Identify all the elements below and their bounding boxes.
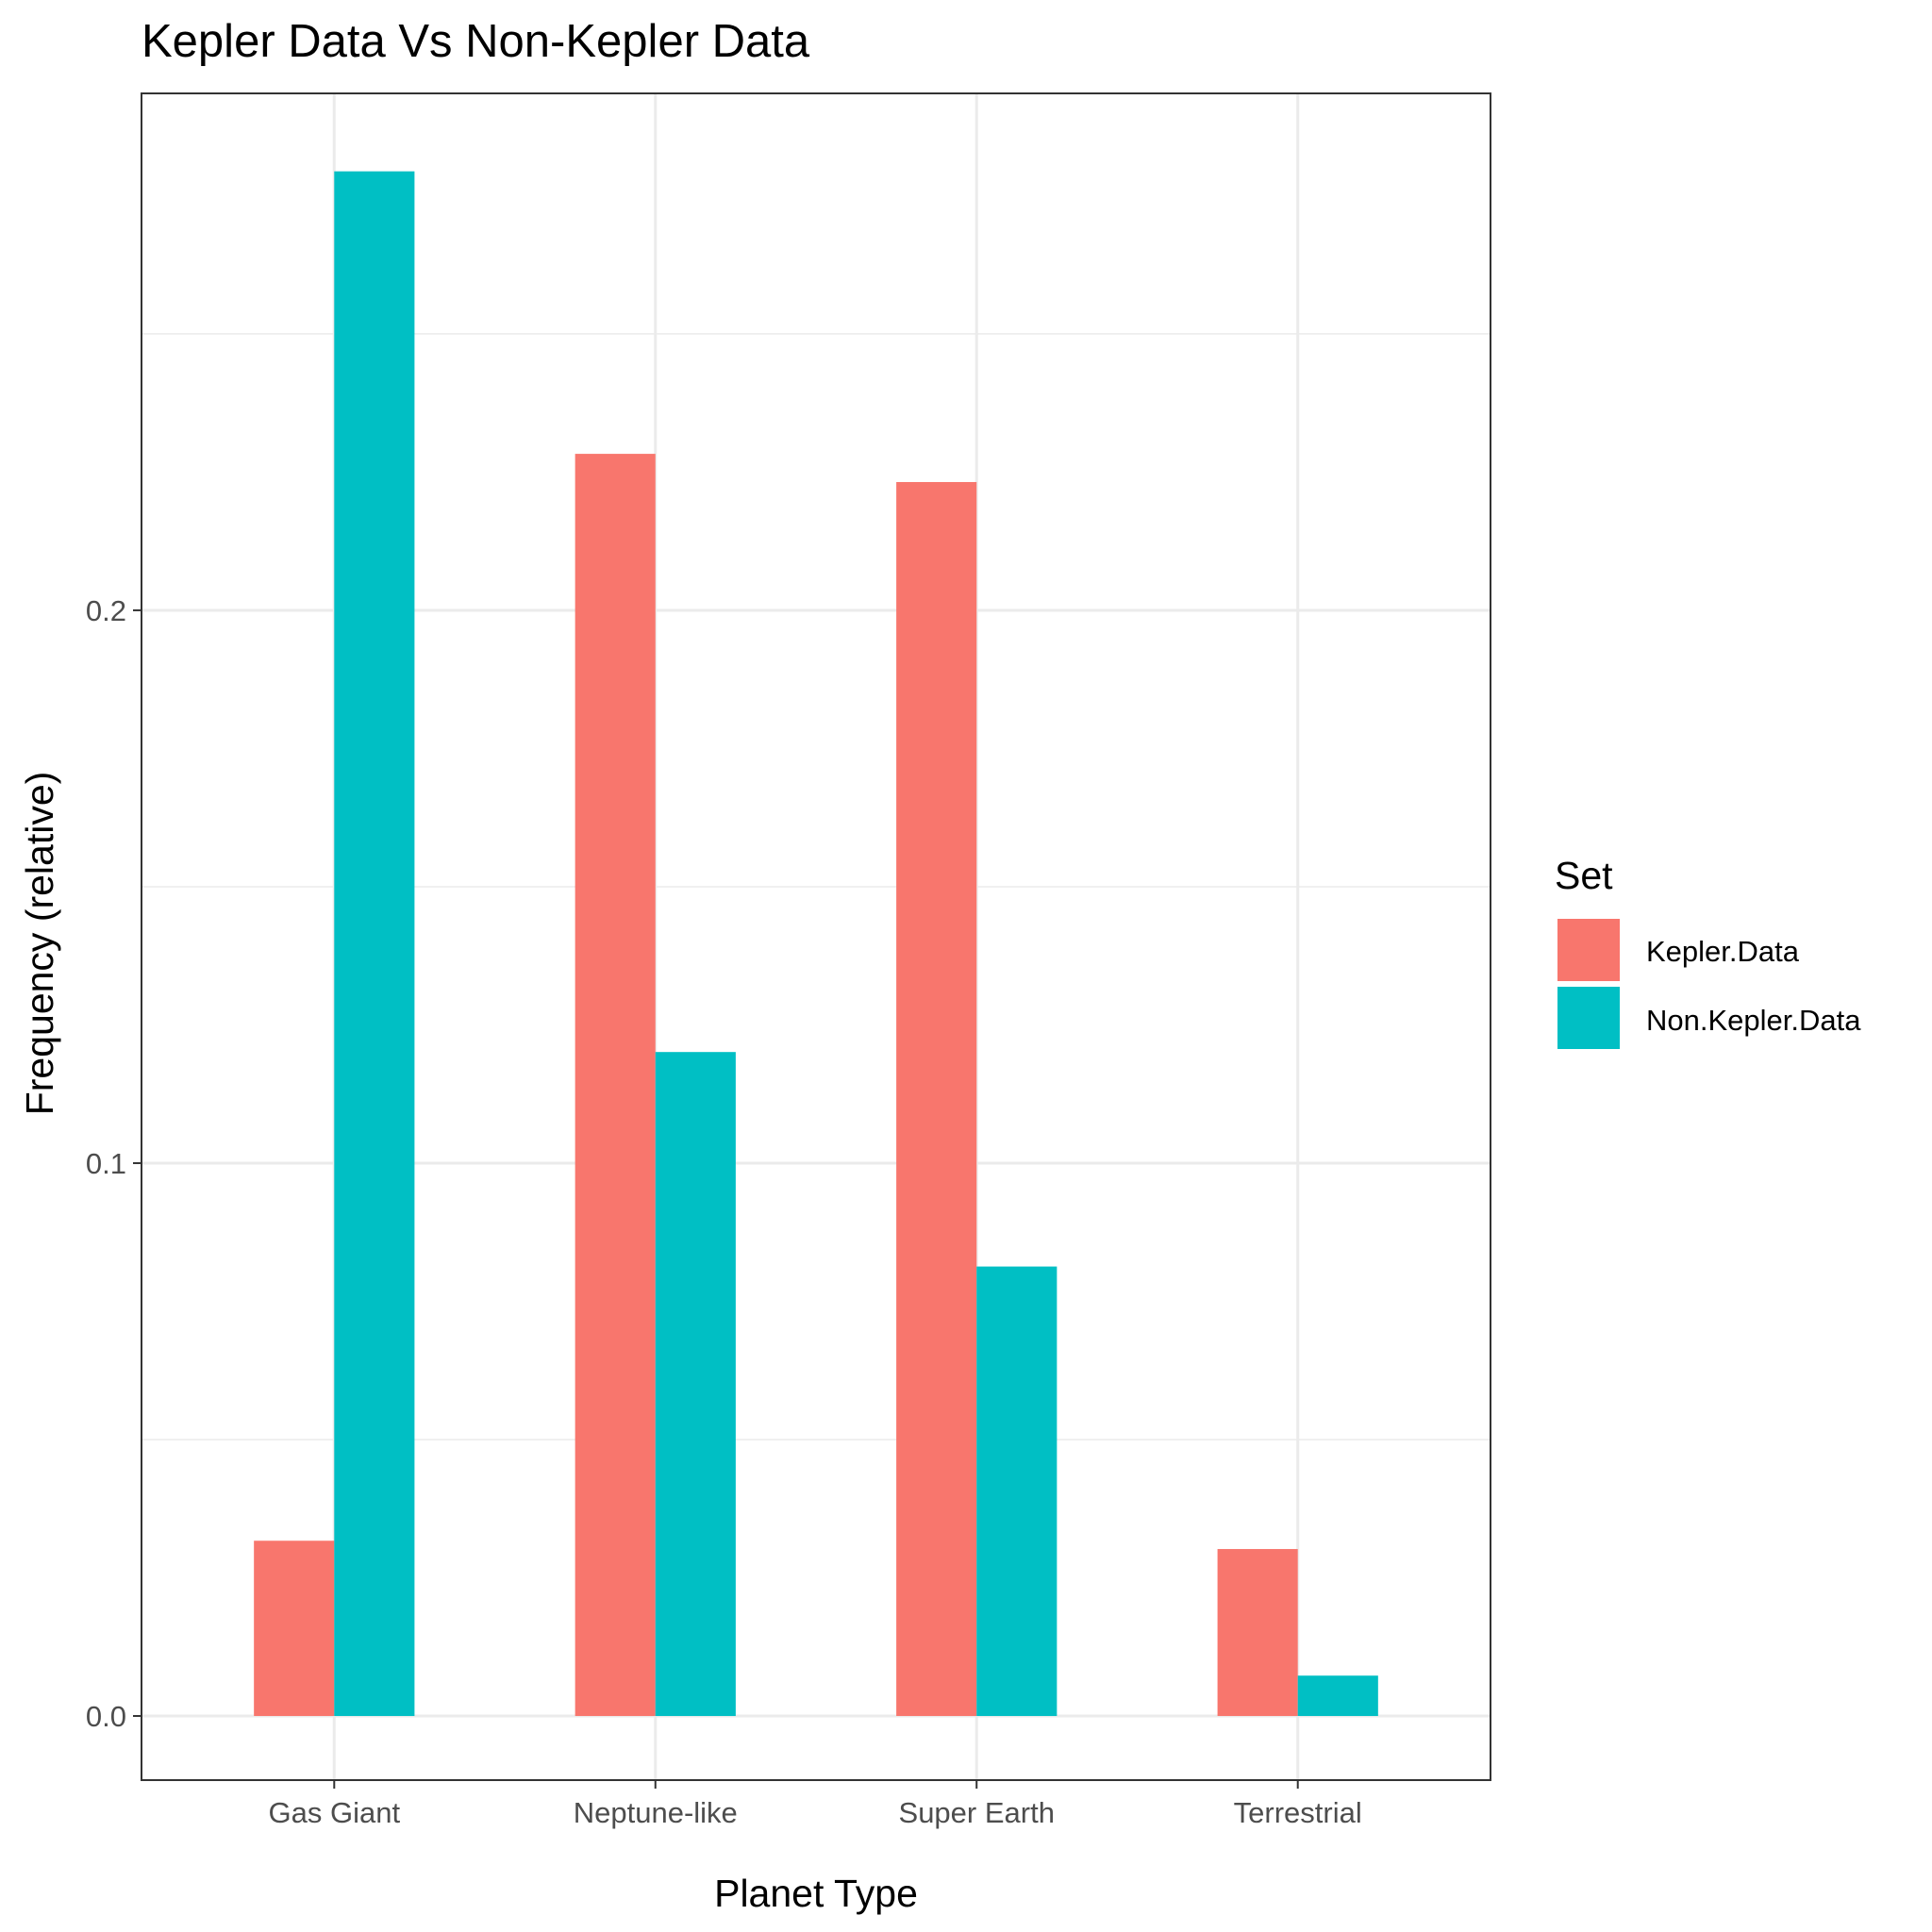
- x-axis: Gas Giant Neptune-like Super Earth Terrestr…: [269, 1780, 1362, 1829]
- bar-kepler-2: [896, 481, 977, 1717]
- bar-kepler-1: [575, 454, 656, 1717]
- x-axis-title: Planet Type: [714, 1872, 918, 1915]
- bar-non-kepler-1: [655, 1052, 736, 1717]
- x-tick-label: Super Earth: [899, 1796, 1055, 1829]
- legend-key-non-kepler: [1557, 987, 1620, 1049]
- y-tick-label: 0.2: [86, 594, 126, 627]
- chart-title: Kepler Data Vs Non-Kepler Data: [142, 16, 810, 67]
- y-tick-label: 0.1: [86, 1147, 126, 1180]
- plot-panel-border: [141, 92, 1491, 1781]
- legend-label-non-kepler: Non.Kepler.Data: [1646, 1004, 1861, 1037]
- y-axis: 0.0 0.1 0.2: [86, 594, 142, 1733]
- bar-kepler-0: [254, 1541, 335, 1717]
- x-tick-label: Neptune-like: [574, 1796, 738, 1829]
- x-tick-label: Terrestrial: [1234, 1796, 1362, 1829]
- bars: [254, 171, 1378, 1717]
- y-tick-label: 0.0: [86, 1700, 126, 1733]
- bar-non-kepler-3: [1297, 1675, 1378, 1717]
- bar-non-kepler-2: [976, 1266, 1058, 1717]
- legend: Set Kepler.Data Non.Kepler.Data: [1555, 854, 1861, 1049]
- x-tick-label: Gas Giant: [269, 1796, 401, 1829]
- bar-kepler-3: [1217, 1549, 1298, 1717]
- y-axis-title: Frequency (relative): [18, 772, 61, 1116]
- bar-non-kepler-0: [334, 171, 415, 1717]
- legend-key-kepler: [1557, 919, 1620, 981]
- legend-label-kepler: Kepler.Data: [1646, 935, 1800, 968]
- legend-title: Set: [1555, 854, 1613, 897]
